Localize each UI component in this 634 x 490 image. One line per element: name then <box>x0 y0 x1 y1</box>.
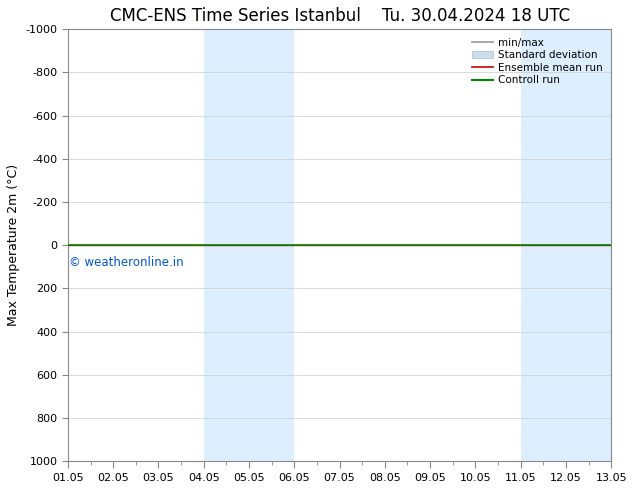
Y-axis label: Max Temperature 2m (°C): Max Temperature 2m (°C) <box>7 164 20 326</box>
Title: CMC-ENS Time Series Istanbul    Tu. 30.04.2024 18 UTC: CMC-ENS Time Series Istanbul Tu. 30.04.2… <box>110 7 569 25</box>
Bar <box>521 29 611 461</box>
Legend: min/max, Standard deviation, Ensemble mean run, Controll run: min/max, Standard deviation, Ensemble me… <box>469 34 606 89</box>
Text: © weatheronline.in: © weatheronline.in <box>69 256 183 269</box>
Bar <box>204 29 294 461</box>
